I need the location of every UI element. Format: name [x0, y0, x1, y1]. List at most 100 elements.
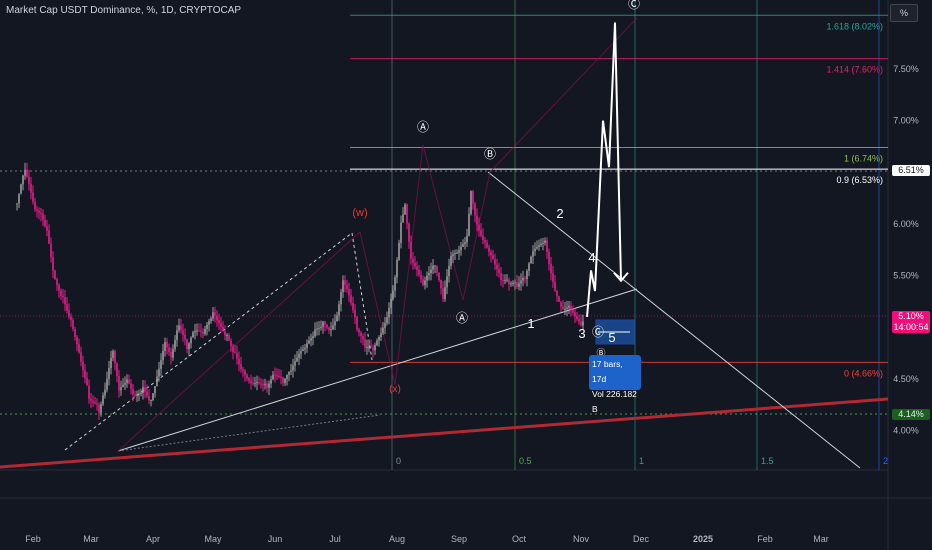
candle-body — [170, 351, 172, 358]
candle-body — [324, 321, 326, 325]
candle-body — [544, 240, 546, 243]
candle-body — [196, 330, 198, 332]
candle-body — [500, 273, 502, 281]
candle-body — [364, 339, 366, 348]
candle-body — [264, 383, 266, 385]
candle-body — [152, 393, 154, 400]
candle-body — [66, 304, 68, 311]
candle-body — [578, 319, 580, 322]
measure-tooltip: 17 bars, 17d Vol 226.182 B — [589, 355, 641, 414]
fib-level-label: 0.9 (6.53%) — [836, 175, 883, 185]
candle-body — [220, 322, 222, 327]
candle-body — [278, 376, 280, 378]
candle-body — [354, 310, 356, 318]
candle-body — [78, 344, 80, 353]
candle-body — [158, 368, 160, 377]
wave-label-4: 4 — [588, 250, 595, 265]
candle-body — [386, 317, 388, 324]
fib-level-label: 1.618 (8.02%) — [826, 21, 883, 31]
candle-body — [446, 276, 448, 288]
candle-body — [16, 203, 18, 205]
candle-body — [376, 340, 378, 346]
candle-body — [502, 280, 504, 282]
candle-body — [518, 283, 520, 287]
candle-body — [450, 256, 452, 266]
x-tick-label: Apr — [146, 534, 160, 544]
candle-body — [462, 244, 464, 247]
unit-toggle-button[interactable]: % — [890, 4, 918, 22]
candle-body — [568, 305, 570, 308]
candle-body — [46, 226, 48, 231]
candle-body — [402, 214, 404, 223]
candle-body — [506, 279, 508, 281]
candle-body — [560, 301, 562, 307]
candle-body — [70, 316, 72, 321]
x-tick-label: 2025 — [693, 534, 713, 544]
candle-body — [40, 212, 42, 215]
candle-body — [182, 330, 184, 335]
candle-body — [110, 357, 112, 369]
candle-body — [542, 242, 544, 244]
candle-body — [572, 309, 574, 313]
candle-body — [442, 288, 444, 300]
candle-body — [334, 321, 336, 326]
candle-body — [424, 280, 426, 286]
candle-body — [54, 270, 56, 280]
candle-body — [176, 330, 178, 340]
candle-body — [552, 273, 554, 282]
candle-body — [148, 396, 150, 401]
candle-body — [490, 251, 492, 256]
candle-body — [514, 282, 516, 284]
candle-body — [494, 259, 496, 265]
candle-body — [50, 243, 52, 258]
candle-body — [472, 191, 474, 204]
candle-body — [398, 242, 400, 260]
candle-body — [408, 223, 410, 242]
candle-body — [370, 346, 372, 348]
x-tick-label: Sep — [451, 534, 467, 544]
candle-body — [314, 329, 316, 337]
candle-body — [510, 283, 512, 285]
candle-body — [464, 242, 466, 245]
candle-body — [550, 264, 552, 274]
candle-body — [146, 391, 148, 397]
candle-body — [428, 273, 430, 276]
x-tick-label: Nov — [573, 534, 590, 544]
fib-level-label: 1 (6.74%) — [844, 153, 883, 163]
candle-body — [44, 219, 46, 227]
candle-body — [256, 382, 258, 384]
candle-body — [460, 246, 462, 251]
x-tick-label: Aug — [389, 534, 405, 544]
candle-body — [536, 246, 538, 249]
candle-body — [498, 269, 500, 274]
candle-body — [400, 222, 402, 243]
candle-body — [254, 383, 256, 385]
candle-body — [300, 351, 302, 354]
candle-body — [198, 330, 200, 332]
candle-body — [84, 370, 86, 379]
candle-body — [286, 374, 288, 379]
candle-body — [478, 224, 480, 231]
candle-body — [348, 289, 350, 296]
candle-body — [548, 252, 550, 265]
candle-body — [274, 374, 276, 376]
candle-body — [124, 383, 126, 385]
candle-body — [346, 285, 348, 290]
candle-body — [190, 337, 192, 344]
candle-body — [20, 184, 22, 194]
candle-body — [208, 321, 210, 325]
candle-body — [508, 279, 510, 284]
candle-body — [356, 317, 358, 330]
candle-body — [64, 297, 66, 305]
candle-body — [516, 282, 518, 287]
candle-body — [426, 275, 428, 281]
candle-body — [230, 340, 232, 347]
candle-body — [540, 243, 542, 246]
candle-body — [434, 265, 436, 267]
candle-body — [98, 404, 100, 413]
candle-body — [360, 332, 362, 336]
rising-support-line — [117, 288, 638, 452]
candle-body — [270, 379, 272, 384]
candle-body — [322, 321, 324, 328]
